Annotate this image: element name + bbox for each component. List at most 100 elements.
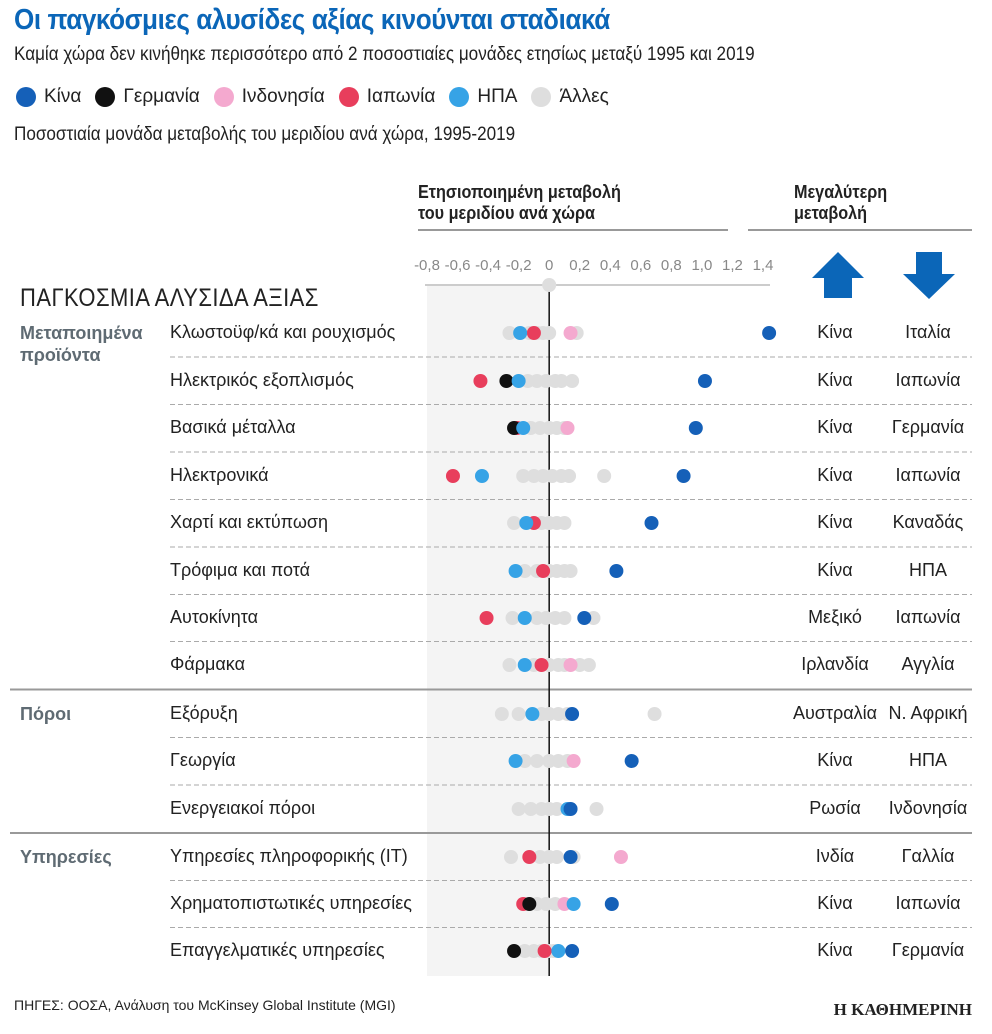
dot-japan <box>526 326 541 340</box>
x-tick-label: 1,0 <box>691 257 712 274</box>
legend-label: Γερμανία <box>123 86 200 107</box>
dot-usa <box>508 754 523 768</box>
dot-others <box>557 611 572 625</box>
axis-title: Ετησιοποιημένη μεταβολή του μεριδίου ανά… <box>418 182 621 224</box>
dot-china <box>565 944 580 958</box>
source-note: ΠΗΓΕΣ: ΟΟΣΑ, Ανάλυση του McKinsey Global… <box>14 997 396 1013</box>
chart-subtitle: Καμία χώρα δεν κινήθηκε περισσότερο από … <box>14 44 755 65</box>
dot-indonesia <box>563 326 578 340</box>
largest-decrease-country: Ιαπωνία <box>895 370 961 390</box>
row-label: Ενεργειακοί πόροι <box>170 798 316 818</box>
dot-others <box>542 326 557 340</box>
row-label: Τρόφιμα και ποτά <box>170 560 311 580</box>
largest-decrease-country: Ν. Αφρική <box>888 703 968 723</box>
largest-decrease-country: ΗΠΑ <box>908 560 947 580</box>
row-label: Εξόρυξη <box>170 703 238 723</box>
dot-others <box>549 802 564 816</box>
row-label: Γεωργία <box>170 750 236 770</box>
largest-increase-country: Κίνα <box>817 370 853 390</box>
dot-china <box>565 707 580 721</box>
dot-indonesia <box>563 658 578 672</box>
legend-label: Άλλες <box>559 86 609 107</box>
dot-usa <box>517 611 532 625</box>
dot-others <box>504 850 518 864</box>
row-label: Ηλεκτρονικά <box>170 465 269 485</box>
dot-china <box>609 564 624 578</box>
x-tick-label: -0,4 <box>475 257 501 274</box>
row-label: Αυτοκίνητα <box>170 607 258 627</box>
dot-china <box>604 897 619 911</box>
legend-dot <box>95 87 116 107</box>
dot-germany <box>522 897 537 911</box>
largest-increase-country: Κίνα <box>817 417 853 437</box>
largest-increase-country: Κίνα <box>817 512 853 532</box>
dot-china <box>563 802 578 816</box>
negative-region <box>427 286 550 976</box>
legend-item-japan: Ιαπωνία <box>338 86 435 108</box>
legend-label: Κίνα <box>44 86 82 107</box>
dot-others <box>554 374 569 388</box>
dot-others <box>549 850 564 864</box>
dot-usa <box>566 897 581 911</box>
dot-usa <box>517 658 532 672</box>
dot-usa <box>513 326 528 340</box>
dot-others <box>647 707 662 721</box>
legend-item-others: Άλλες <box>531 86 609 108</box>
row-label: Κλωστοϋφ/κά και ρουχισμός <box>170 322 396 342</box>
x-tick-label: 0 <box>545 257 553 274</box>
dot-others <box>511 707 526 721</box>
dot-others <box>589 802 604 816</box>
unit-note: Ποσοστιαία μονάδα μεταβολής του μεριδίου… <box>14 124 516 145</box>
dot-others <box>516 469 531 483</box>
legend-item-indonesia: Ινδονησία <box>213 86 325 108</box>
x-tick-label: -0,6 <box>445 257 471 274</box>
dot-china <box>688 421 703 435</box>
row-label: Χαρτί και εκτύπωση <box>170 512 329 532</box>
dot-china <box>624 754 639 768</box>
largest-decrease-country: Γερμανία <box>891 940 965 960</box>
dot-japan <box>534 658 549 672</box>
legend-dot <box>16 87 36 107</box>
dot-indonesia <box>566 754 581 768</box>
dot-japan <box>537 944 552 958</box>
section-label-line-2: προϊόντα <box>20 345 101 365</box>
axis-title-line-2: του μεριδίου ανά χώρα <box>418 203 595 223</box>
legend-label: Ινδονησία <box>241 86 325 107</box>
largest-decrease-country: Ιαπωνία <box>895 893 961 913</box>
dot-china <box>644 516 659 530</box>
x-tick-label: 1,2 <box>722 257 743 274</box>
dot-indonesia <box>560 421 575 435</box>
dot-usa <box>508 564 523 578</box>
dot-others <box>507 516 522 530</box>
zero-marker <box>542 278 557 292</box>
x-tick-label: 1,4 <box>753 257 774 274</box>
dot-japan <box>479 611 494 625</box>
x-tick-label: 0,8 <box>661 257 682 274</box>
legend-dot <box>338 87 359 107</box>
largest-decrease-country: Αγγλία <box>901 654 955 674</box>
largest-decrease-country: Ιαπωνία <box>895 465 961 485</box>
dot-others <box>505 611 520 625</box>
dot-others <box>565 374 580 388</box>
legend-item-china: Κίνα <box>16 86 81 108</box>
largest-change-line-1: Μεγαλύτερη <box>794 182 888 202</box>
section-label: Μεταποιημένα <box>20 323 143 343</box>
dot-others <box>502 326 517 340</box>
arrow-down-icon <box>903 252 955 299</box>
row-label: Επαγγελματικές υπηρεσίες <box>170 940 385 960</box>
largest-decrease-country: Γερμανία <box>891 417 965 437</box>
row-label: Βασικά μέταλλα <box>170 417 296 437</box>
x-tick-label: 0,4 <box>600 257 621 274</box>
dot-germany <box>499 374 514 388</box>
publisher-logo: Η ΚΑΘΗΜΕΡΙΝΗ <box>833 1000 972 1019</box>
largest-decrease-country: Ιαπωνία <box>895 607 961 627</box>
dot-usa <box>474 469 489 483</box>
value-chain-title: ΠΑΓΚΟΣΜΙΑ ΑΛΥΣΙΔΑ ΑΞΙΑΣ <box>20 284 319 312</box>
dot-others <box>529 754 544 768</box>
largest-increase-country: Αυστραλία <box>792 703 878 723</box>
dot-others <box>502 658 517 672</box>
largest-increase-country: Κίνα <box>817 322 853 342</box>
dot-others <box>562 469 577 483</box>
dot-china <box>563 850 578 864</box>
largest-decrease-country: Γαλλία <box>901 846 955 866</box>
